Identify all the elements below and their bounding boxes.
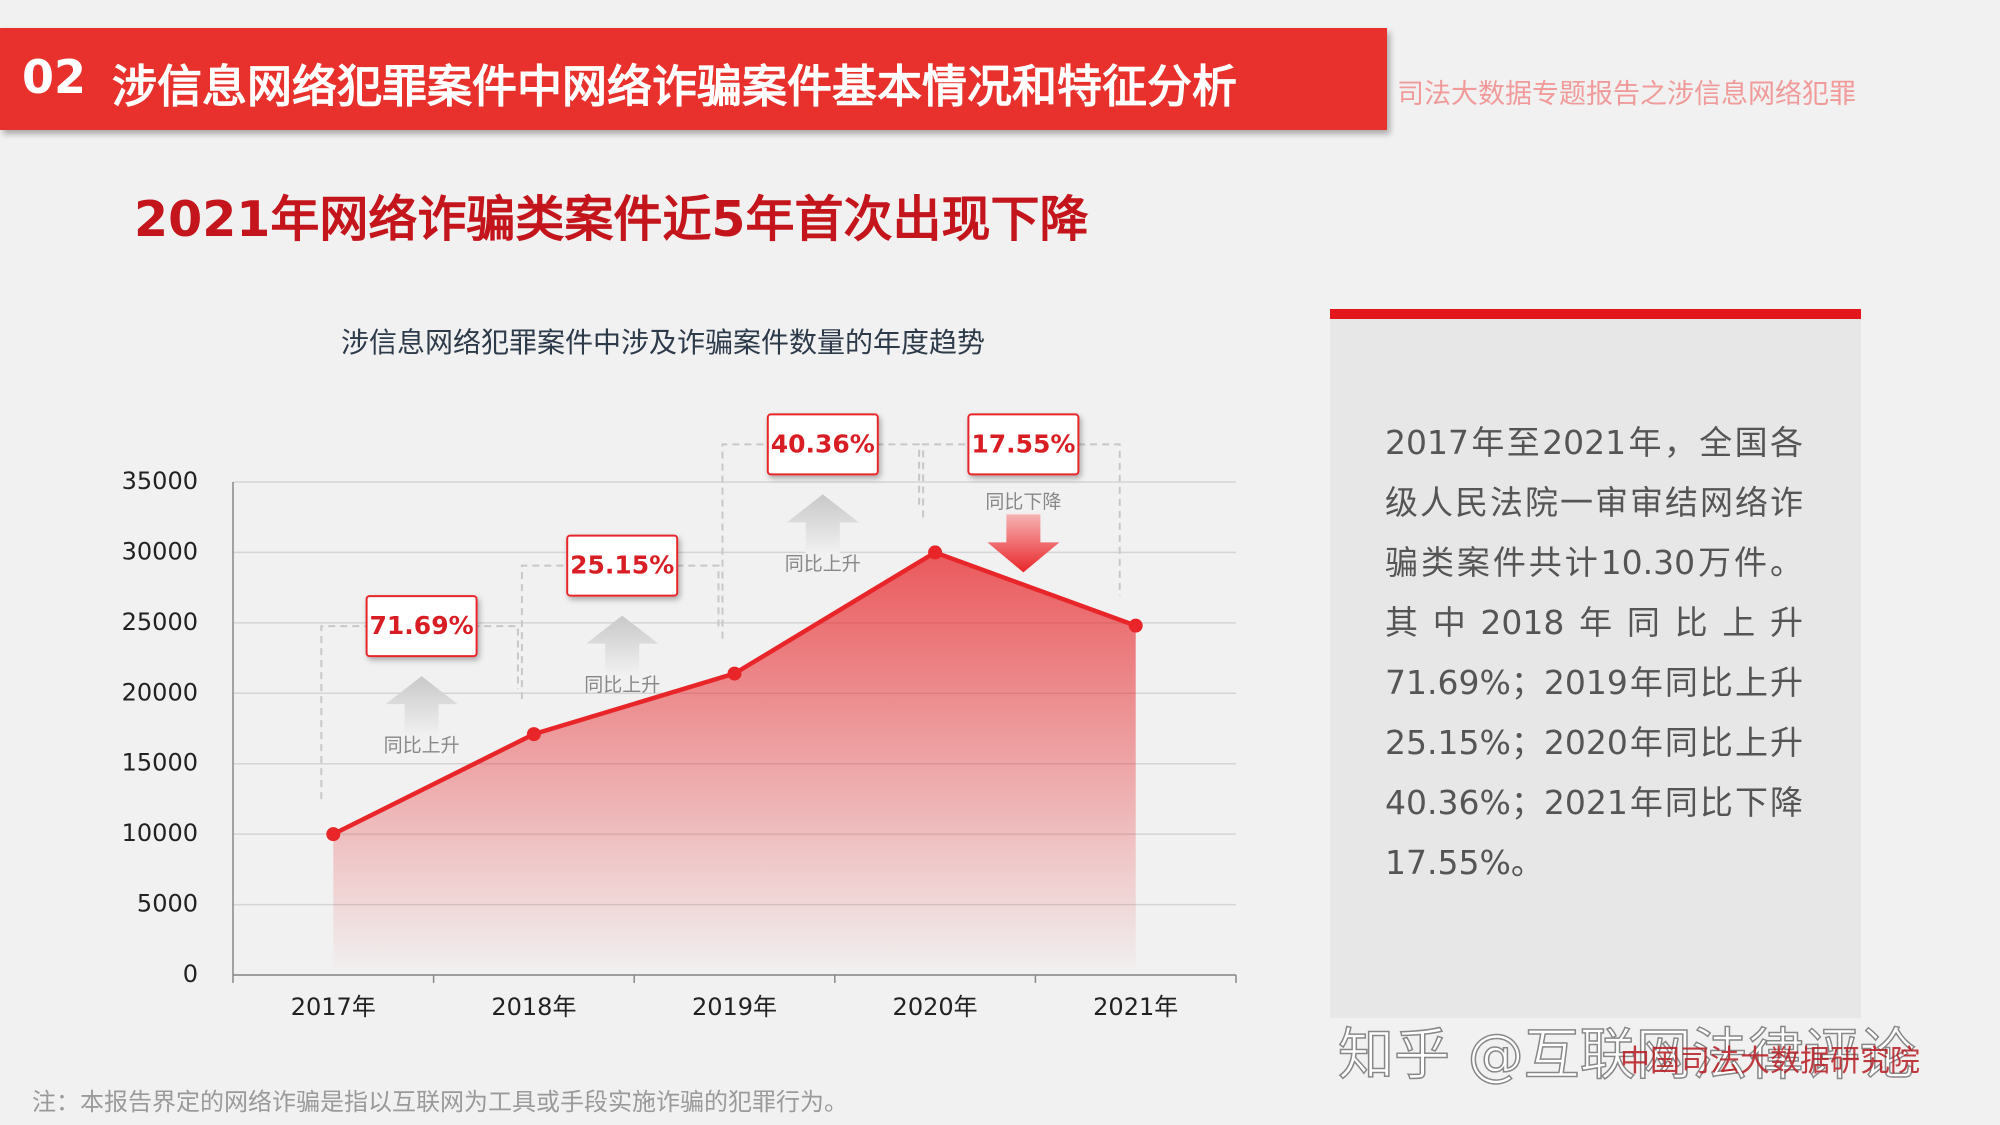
y-tick-label: 5000 [137,890,198,918]
header-subtitle: 司法大数据专题报告之涉信息网络犯罪 [1397,79,1856,110]
panel-text: 2017年至2021年，全国各级人民法院一审审结网络诈骗类案件共计10.30万件… [1385,423,1803,882]
point [727,666,742,681]
y-tick-label: 15000 [122,749,198,777]
point [928,545,943,560]
annotation-note: 同比上升 [785,553,861,575]
annotation-label: 17.55% [971,429,1075,458]
annotation-box [766,413,879,476]
headline: 2021年网络诈骗类案件近5年首次出现下降 [134,191,1089,248]
chart-title: 涉信息网络犯罪案件中涉及诈骗案件数量的年度趋势 [341,326,985,359]
x-tick-label: 2017年 [291,993,376,1021]
arrow-up [786,494,859,555]
y-tick-label: 30000 [122,537,198,565]
y-tick-label: 0 [183,960,198,988]
area [333,552,1136,975]
x-tick-label: 2019年 [692,993,777,1021]
annotation-box [967,413,1080,476]
footnote: 注：本报告界定的网络诈骗是指以互联网为工具或手段实施诈骗的犯罪行为。 [32,1088,848,1116]
annotation-label: 40.36% [771,429,875,458]
point [326,827,341,842]
annotation-note: 同比上升 [384,735,460,757]
x-tick-label: 2020年 [893,993,978,1021]
arrow-up [385,676,458,737]
header-title: 涉信息网络犯罪案件中网络诈骗案件基本情况和特征分析 [112,60,1238,113]
arrow-down [987,514,1060,573]
x-tick-label: 2021年 [1093,993,1178,1021]
institute: 中国司法大数据研究院 [1620,1044,1920,1079]
annotation-note: 同比上升 [584,674,660,696]
y-tick-label: 10000 [122,819,198,847]
annotation-label: 25.15% [570,551,674,580]
annotation-label: 71.69% [370,611,474,640]
point [1128,618,1143,633]
header-bar [0,28,1387,130]
watermark: 知乎 @互联网法律评论 [1337,1022,1916,1089]
y-tick-label: 25000 [122,608,198,636]
y-tick-label: 20000 [122,678,198,706]
point [526,727,541,742]
section-number: 02 [22,50,87,104]
chart: 涉信息网络犯罪案件中涉及诈骗案件数量的年度趋势 0 5000 10000 15000 2… [122,326,1237,1021]
y-tick-label: 35000 [122,467,198,495]
side-panel [1330,309,1861,1018]
x-tick-label: 2018年 [491,993,576,1021]
annotation-box [365,595,478,658]
bracket [320,625,519,800]
annotation-box [566,534,679,597]
annotation-note: 同比下降 [985,491,1061,513]
arrow-up [586,615,659,676]
